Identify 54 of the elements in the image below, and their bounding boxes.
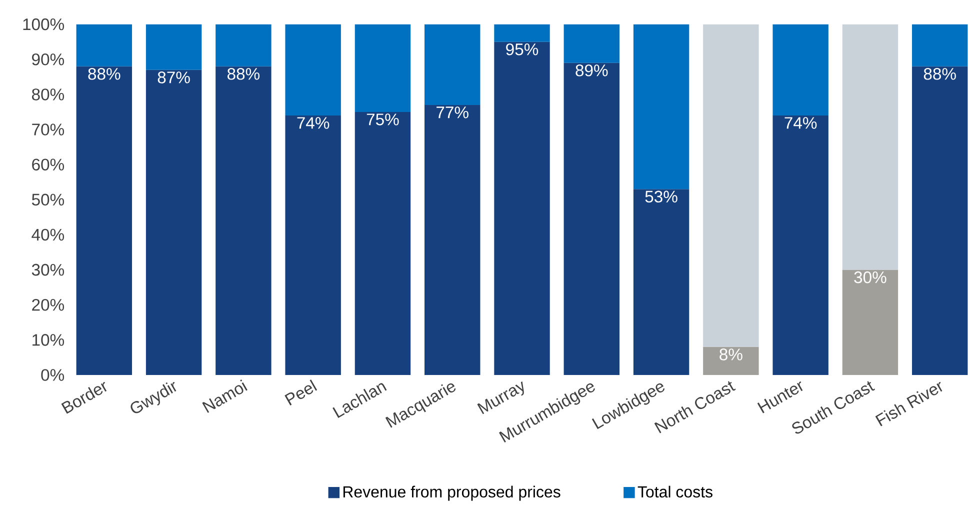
- bar: [842, 270, 898, 375]
- data-label: 88%: [924, 68, 956, 80]
- y-tick-label: 50%: [32, 194, 64, 206]
- legend-label: Total costs: [638, 486, 712, 498]
- data-label: 53%: [645, 190, 678, 203]
- y-tick-label: 30%: [32, 264, 64, 276]
- bar: [354, 112, 411, 375]
- bar: [354, 24, 411, 112]
- data-label: 77%: [436, 106, 468, 118]
- bar: [76, 66, 132, 375]
- y-tick-label: 20%: [32, 298, 64, 311]
- y-tick-label: 40%: [32, 228, 64, 241]
- bar: [633, 24, 690, 190]
- bar: [564, 62, 620, 375]
- bar: [633, 189, 690, 375]
- x-tick-label: Fish River: [875, 382, 942, 426]
- bar: [564, 24, 620, 63]
- bar: [912, 24, 968, 66]
- bar: [146, 70, 202, 375]
- bar: [216, 66, 272, 375]
- y-tick-label: 100%: [23, 18, 64, 30]
- bar: [703, 24, 759, 347]
- y-tick-label: 0%: [41, 369, 64, 381]
- bar: [424, 24, 480, 105]
- legend-label: Revenue from proposed prices: [343, 486, 560, 501]
- data-label: 95%: [506, 43, 538, 56]
- bar: [772, 24, 828, 116]
- bar: [424, 104, 480, 375]
- data-label: 88%: [228, 68, 260, 80]
- data-label: 74%: [297, 117, 330, 129]
- bar: [76, 24, 132, 66]
- x-tick-label: Peel: [284, 380, 318, 406]
- y-tick-label: 60%: [32, 158, 64, 170]
- data-label: 8%: [720, 348, 742, 360]
- bar: [703, 346, 759, 375]
- y-tick-label: 70%: [32, 124, 64, 136]
- y-tick-label: 90%: [32, 54, 64, 66]
- data-label: 88%: [88, 68, 120, 80]
- bar: [285, 24, 341, 116]
- data-label: 89%: [576, 64, 608, 76]
- y-tick-label: 80%: [32, 88, 64, 100]
- data-label: 74%: [784, 117, 817, 129]
- bar: [494, 24, 550, 42]
- bar: [285, 115, 341, 375]
- bar: [842, 24, 898, 270]
- data-label: 30%: [854, 271, 886, 284]
- bar: [494, 42, 550, 375]
- data-label: 87%: [158, 72, 190, 84]
- bar: [772, 115, 828, 375]
- bar: [912, 66, 968, 375]
- y-tick-label: 10%: [32, 334, 64, 346]
- bar: [216, 24, 272, 66]
- bar: [146, 24, 202, 70]
- data-label: 75%: [366, 114, 399, 126]
